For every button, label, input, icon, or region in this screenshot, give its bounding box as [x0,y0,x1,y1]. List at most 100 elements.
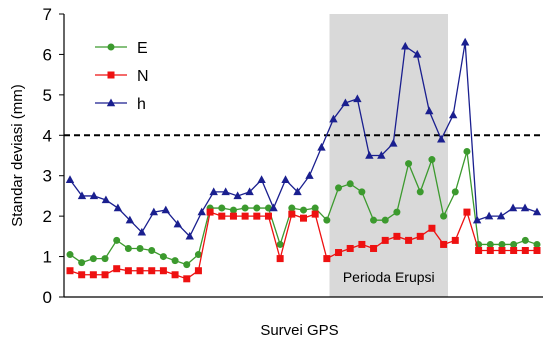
data-point-E [78,259,86,267]
data-point-h [317,142,326,151]
data-point-E [393,208,401,216]
data-point-h [197,207,206,216]
data-point-N [66,267,74,275]
y-tick-label: 3 [43,167,52,186]
data-point-N [136,267,144,275]
data-point-E [311,204,319,212]
data-point-h [137,227,147,236]
data-point-N [218,212,226,220]
data-point-N [440,240,448,248]
data-point-N [405,236,413,244]
data-point-E [136,244,144,252]
data-point-h [161,205,170,214]
data-point-N [463,208,471,216]
data-point-N [311,210,319,218]
data-point-E [288,204,296,212]
data-point-N [89,271,97,279]
data-point-E [440,212,448,220]
data-point-E [183,261,191,269]
data-point-E [148,247,156,255]
data-point-h [460,37,470,46]
y-tick-label: 2 [43,207,52,226]
data-point-E [276,240,284,248]
y-tick-label: 5 [43,86,52,105]
data-point-h [77,191,87,200]
legend-label: N [137,68,149,85]
data-point-E [241,204,249,212]
data-point-h [101,195,111,204]
data-point-h [281,175,290,183]
data-point-N [521,247,529,255]
data-point-E [381,216,389,224]
data-point-h [520,203,530,212]
legend-item-h: h [95,96,146,113]
data-point-h [125,215,135,224]
data-point-N [229,212,237,220]
data-point-E [510,240,518,248]
data-point-N [276,255,284,263]
data-point-E [194,251,202,259]
data-point-E [229,206,237,214]
data-point-N [393,232,401,240]
data-point-N [101,271,109,279]
data-point-h [185,231,194,240]
legend-swatch-marker [107,43,115,51]
data-point-E [521,236,529,244]
data-point-E [253,204,261,212]
data-point-N [498,247,506,255]
legend-swatch-marker [107,71,115,79]
series-h [65,37,542,240]
data-point-N [148,267,156,275]
data-point-E [370,216,378,224]
data-point-E [124,244,132,252]
data-point-h [401,41,410,50]
data-point-h [425,106,434,115]
data-point-E [218,204,226,212]
data-point-E [346,180,354,188]
data-point-N [370,244,378,252]
data-point-N [113,265,121,273]
data-point-h [484,211,494,220]
data-point-N [288,210,296,218]
data-point-E [498,240,506,248]
data-point-h [173,219,182,228]
data-point-h [365,151,374,159]
data-point-h [209,187,218,196]
data-point-E [335,184,343,192]
data-point-h [293,187,302,196]
series [65,37,542,283]
data-point-E [300,206,307,214]
data-point-E [416,188,424,196]
data-point-h [377,151,386,159]
y-tick-label: 6 [43,45,52,64]
data-point-E [486,240,494,248]
data-point-h [149,207,159,216]
data-point-N [183,275,191,283]
data-point-N [335,249,343,257]
data-point-h [245,187,254,196]
data-point-h [341,98,350,107]
legend-label: h [137,96,146,113]
eruption-period-layer [329,14,448,297]
data-point-h [437,134,446,143]
data-point-E [323,216,331,224]
data-point-E [171,257,179,265]
data-point-N [124,267,132,275]
data-point-h [389,138,398,147]
data-point-h [257,175,266,183]
series-N [66,208,541,283]
legend: ENh [95,40,149,113]
data-point-h [413,49,422,58]
data-point-E [66,251,74,259]
data-point-N [358,240,366,248]
data-point-N [533,247,541,255]
data-point-h [221,187,230,196]
data-point-h [532,207,542,216]
data-point-N [416,232,424,240]
data-point-N [241,212,249,220]
data-point-N [486,247,494,255]
axes [63,14,543,298]
data-point-E [159,253,167,261]
legend-item-N: N [95,68,149,85]
